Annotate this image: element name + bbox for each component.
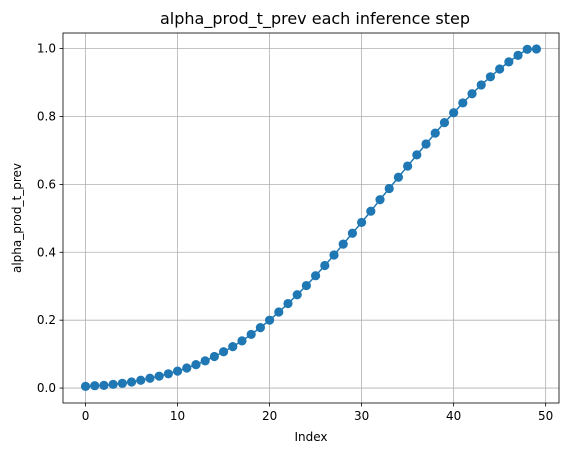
data-point <box>218 347 229 357</box>
data-point <box>320 260 330 271</box>
data-point <box>136 375 146 385</box>
data-point <box>311 271 321 281</box>
data-point <box>366 206 376 216</box>
data-point <box>172 366 183 376</box>
data-point <box>449 108 459 118</box>
data-point <box>513 50 523 61</box>
data-point <box>531 44 542 54</box>
data-point <box>90 381 100 391</box>
data-point <box>237 336 247 346</box>
data-point <box>347 228 358 238</box>
y-axis-label: alpha_prod_t_prev <box>10 163 24 273</box>
data-point <box>403 161 413 171</box>
data-point <box>421 139 431 149</box>
data-point <box>283 298 293 309</box>
plot-frame <box>62 32 560 404</box>
data-point <box>458 98 468 108</box>
x-tick-label: 40 <box>446 409 461 423</box>
chart-title: alpha_prod_t_prev each inference step <box>160 9 470 29</box>
data-point <box>99 380 109 390</box>
data-point <box>126 377 137 387</box>
data-point <box>117 378 127 388</box>
series-line <box>85 48 537 388</box>
x-tick-label: 20 <box>262 409 277 423</box>
data-point <box>476 80 486 90</box>
x-tick-label: 0 <box>82 409 90 423</box>
y-tick-label: 0.4 <box>37 245 56 259</box>
data-point <box>375 195 385 205</box>
data-point <box>108 379 118 389</box>
data-point <box>338 239 348 249</box>
y-tick-label: 0.2 <box>37 313 56 327</box>
data-point <box>467 89 477 99</box>
y-tick-label: 1.0 <box>37 42 56 56</box>
data-point <box>495 64 505 74</box>
data-point <box>522 44 532 54</box>
data-point <box>154 371 164 381</box>
data-point <box>384 183 394 194</box>
x-axis-ticks: 0 10 20 30 40 50 <box>82 403 553 423</box>
data-point <box>329 250 339 260</box>
data-point <box>163 369 173 379</box>
data-point <box>200 356 210 366</box>
data-point <box>228 342 238 352</box>
x-tick-label: 10 <box>170 409 185 423</box>
data-point <box>301 280 311 291</box>
y-tick-label: 0.6 <box>37 177 56 191</box>
data-point <box>80 381 91 391</box>
y-tick-label: 0.8 <box>37 110 56 124</box>
data-point <box>485 72 496 82</box>
data-point <box>255 323 265 333</box>
data-points <box>80 44 542 391</box>
data-point <box>145 373 155 383</box>
data-point <box>412 150 422 160</box>
data-point <box>182 363 192 373</box>
series-polyline <box>85 48 537 388</box>
data-point <box>191 360 201 370</box>
data-point <box>292 290 302 300</box>
data-point <box>430 128 440 138</box>
data-point <box>264 315 275 325</box>
y-axis-ticks: 0.0 0.2 0.4 0.6 0.8 1.0 <box>37 42 63 395</box>
data-point <box>246 329 256 340</box>
grid <box>63 33 559 403</box>
y-tick-label: 0.0 <box>37 381 56 395</box>
data-point <box>274 307 284 317</box>
data-point <box>439 118 450 128</box>
x-axis-label: Index <box>294 430 327 444</box>
x-tick-label: 50 <box>538 409 553 423</box>
data-point <box>393 172 404 182</box>
data-point <box>504 57 514 67</box>
x-tick-label: 30 <box>354 409 369 423</box>
data-point <box>357 217 367 228</box>
data-point <box>209 351 219 362</box>
